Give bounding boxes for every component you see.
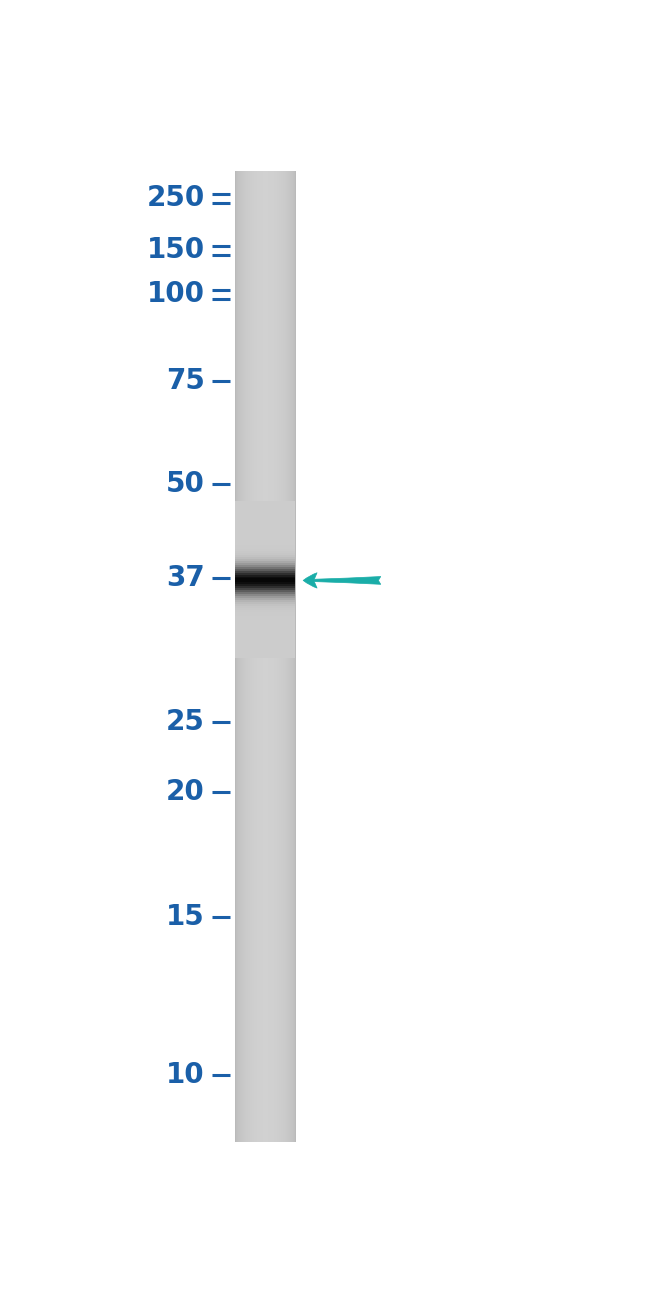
Bar — [235, 554, 295, 556]
Bar — [235, 595, 295, 598]
Bar — [235, 523, 295, 525]
Text: 15: 15 — [166, 902, 205, 931]
Bar — [235, 593, 295, 595]
Bar — [235, 581, 295, 584]
Bar — [235, 654, 295, 656]
Text: 50: 50 — [166, 471, 205, 498]
Bar — [235, 597, 295, 599]
Bar — [235, 556, 295, 559]
Bar — [235, 636, 295, 640]
Bar — [235, 608, 295, 611]
Bar — [235, 569, 295, 572]
Bar — [235, 644, 295, 647]
Bar — [235, 503, 295, 506]
Bar — [235, 510, 295, 512]
Text: 25: 25 — [166, 707, 205, 736]
Bar — [235, 647, 295, 651]
Bar — [235, 545, 295, 547]
Bar — [235, 560, 295, 563]
Bar — [235, 616, 295, 620]
Bar — [235, 646, 295, 649]
Bar — [235, 615, 295, 618]
Bar — [235, 519, 295, 521]
Bar — [235, 515, 295, 517]
Text: 75: 75 — [166, 367, 205, 395]
Bar — [235, 624, 295, 628]
Bar — [235, 620, 295, 624]
Bar — [235, 564, 295, 567]
Bar — [235, 638, 295, 641]
Bar — [235, 533, 295, 536]
Bar — [235, 651, 295, 655]
Bar — [235, 541, 295, 543]
Bar — [235, 630, 295, 633]
Bar — [235, 589, 295, 592]
Text: 20: 20 — [166, 777, 205, 806]
Text: 250: 250 — [146, 185, 205, 212]
Bar — [235, 601, 295, 603]
Bar — [235, 552, 295, 555]
Bar — [235, 655, 295, 659]
Text: 10: 10 — [166, 1061, 205, 1089]
Bar — [235, 623, 295, 625]
Text: 100: 100 — [147, 280, 205, 308]
Bar — [235, 534, 295, 537]
Bar — [235, 640, 295, 644]
Bar — [235, 592, 295, 594]
Bar — [235, 627, 295, 629]
Text: 150: 150 — [146, 237, 205, 264]
Bar — [235, 580, 295, 582]
Bar — [235, 502, 295, 504]
Bar — [235, 530, 295, 533]
Bar — [235, 511, 295, 514]
Bar — [235, 525, 295, 528]
Bar — [235, 607, 295, 610]
Bar — [235, 599, 295, 602]
Bar — [235, 573, 295, 576]
Bar — [235, 611, 295, 614]
Bar — [235, 558, 295, 560]
Bar — [235, 588, 295, 590]
Text: 37: 37 — [166, 564, 205, 593]
Bar — [235, 576, 295, 578]
Bar — [235, 506, 295, 508]
Bar — [235, 568, 295, 571]
Bar — [235, 549, 295, 551]
Bar — [235, 542, 295, 545]
Bar — [235, 584, 295, 586]
Bar — [235, 566, 295, 568]
Bar — [235, 619, 295, 621]
Bar — [235, 632, 295, 636]
Bar — [235, 537, 295, 540]
Bar — [235, 572, 295, 575]
Bar — [235, 612, 295, 615]
Bar — [235, 650, 295, 653]
Bar — [235, 562, 295, 564]
Bar — [235, 603, 295, 606]
Bar — [235, 514, 295, 516]
Bar — [235, 529, 295, 532]
Bar — [235, 521, 295, 524]
Bar — [235, 546, 295, 549]
Bar — [235, 585, 295, 588]
Bar — [235, 550, 295, 552]
Bar — [235, 577, 295, 580]
Bar — [235, 642, 295, 645]
Bar — [235, 538, 295, 541]
Bar — [235, 507, 295, 510]
Bar — [235, 604, 295, 607]
Bar — [235, 628, 295, 632]
Bar — [235, 517, 295, 520]
Bar — [235, 634, 295, 637]
Bar — [235, 526, 295, 529]
